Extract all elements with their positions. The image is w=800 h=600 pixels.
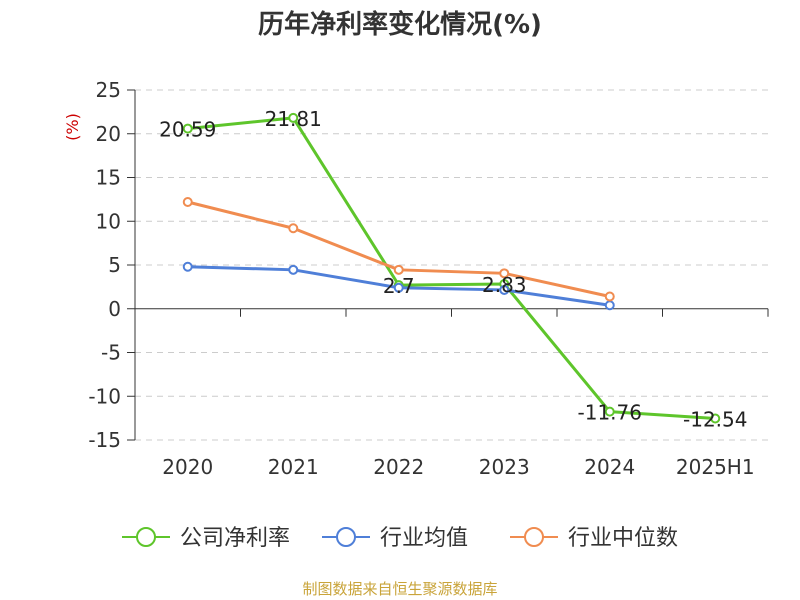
x-tick-label: 2024 <box>584 455 635 479</box>
data-point <box>393 264 404 275</box>
data-label: 2.7 <box>383 274 415 298</box>
y-tick-label: 10 <box>96 209 121 233</box>
y-tick-label: 20 <box>96 122 121 146</box>
data-point <box>182 261 193 272</box>
series-lines <box>182 112 721 424</box>
data-point <box>288 223 299 234</box>
data-labels: 20.59 21.81 2.7 2.83 -11.76 -12.54 <box>159 107 747 432</box>
y-tick-label: 15 <box>96 166 121 190</box>
x-tick-label: 2021 <box>268 455 319 479</box>
y-tick-label: 25 <box>96 78 121 102</box>
data-label: 21.81 <box>265 107 322 131</box>
data-point <box>288 264 299 275</box>
axes: 25 20 15 10 5 0 -5 -10 -15 2020 2021 2022 2023 2024 20… <box>88 78 769 479</box>
y-tick-label: -5 <box>101 341 121 365</box>
data-point <box>499 268 510 279</box>
gridlines <box>135 89 768 441</box>
data-point <box>604 300 615 311</box>
chart-title: 历年净利率变化情况(%) <box>258 9 542 40</box>
legend-label: 行业均值 <box>380 526 468 551</box>
data-point <box>604 406 615 417</box>
legend-label: 公司净利率 <box>180 526 290 551</box>
data-label: -11.76 <box>578 401 642 425</box>
legend-swatch-marker <box>136 527 156 547</box>
data-point <box>393 282 404 293</box>
series-line-0 <box>187 116 716 420</box>
y-tick-label: -10 <box>88 384 121 408</box>
data-label: 2.83 <box>482 273 527 297</box>
x-tick-label: 2022 <box>373 455 424 479</box>
y-tick-label: 5 <box>108 253 121 277</box>
y-axis-unit-label: (%) <box>63 113 82 141</box>
data-label: -12.54 <box>683 407 747 431</box>
y-tick-label: -15 <box>88 428 121 452</box>
data-label: 20.59 <box>159 118 216 142</box>
legend-swatch-marker <box>524 527 544 547</box>
x-tick-label: 2020 <box>162 455 213 479</box>
data-point <box>182 197 193 207</box>
data-point <box>499 284 510 295</box>
legend: 公司净利率 行业均值 行业中位数 <box>122 526 678 551</box>
y-tick-label: 0 <box>108 297 121 321</box>
x-tick-label: 2023 <box>479 455 530 479</box>
x-tick-label: 2025H1 <box>676 455 755 479</box>
data-point <box>710 413 721 424</box>
data-point <box>604 291 615 302</box>
data-point <box>288 112 299 123</box>
legend-label: 行业中位数 <box>568 526 678 551</box>
legend-swatch-marker <box>336 527 356 547</box>
source-note: 制图数据来自恒生聚源数据库 <box>302 580 497 598</box>
data-point <box>182 123 193 134</box>
